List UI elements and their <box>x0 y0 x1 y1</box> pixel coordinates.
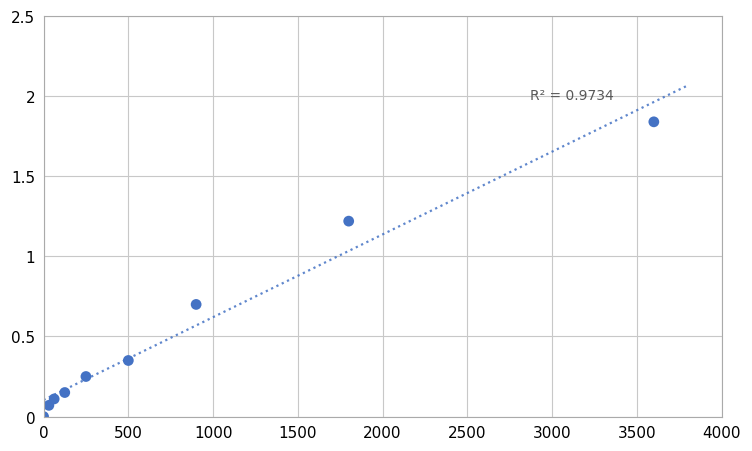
Point <box>38 413 50 420</box>
Point <box>43 402 55 409</box>
Text: R² = 0.9734: R² = 0.9734 <box>530 89 614 103</box>
Point <box>190 301 202 308</box>
Point <box>80 373 92 380</box>
Point <box>647 119 660 126</box>
Point <box>123 357 135 364</box>
Point <box>59 389 71 396</box>
Point <box>48 396 60 403</box>
Point <box>343 218 355 225</box>
